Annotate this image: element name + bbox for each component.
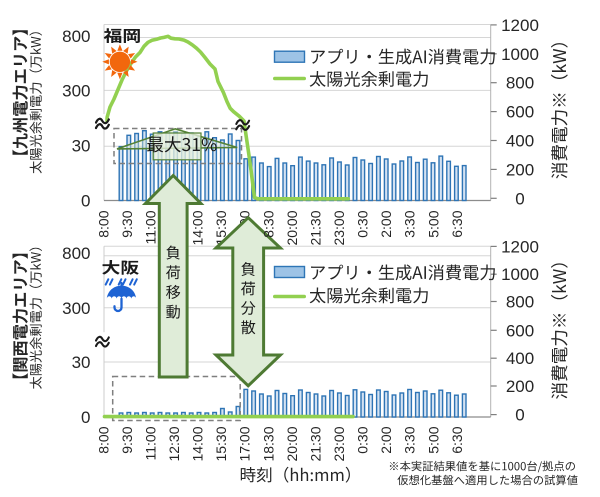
svg-text:15:30: 15:30 [213, 426, 229, 461]
svg-text:20:00: 20:00 [284, 426, 300, 461]
svg-text:12:30: 12:30 [166, 426, 182, 461]
svg-text:1000: 1000 [501, 45, 539, 64]
svg-text:300: 300 [62, 299, 90, 318]
svg-text:5:00: 5:00 [425, 426, 441, 453]
svg-text:0:30: 0:30 [355, 210, 371, 237]
svg-text:11:00: 11:00 [142, 426, 158, 460]
svg-text:5:00: 5:00 [425, 210, 441, 237]
svg-text:800: 800 [62, 244, 90, 263]
svg-text:2:00: 2:00 [378, 426, 394, 453]
svg-text:11:00: 11:00 [142, 210, 158, 244]
svg-text:9:30: 9:30 [119, 210, 135, 237]
svg-text:6:30: 6:30 [449, 426, 465, 453]
svg-text:0: 0 [81, 191, 90, 210]
svg-text:3:30: 3:30 [402, 210, 418, 237]
svg-text:1200: 1200 [501, 237, 539, 256]
svg-text:17:00: 17:00 [237, 426, 253, 461]
svg-text:8:30: 8:30 [260, 210, 276, 237]
svg-text:400: 400 [506, 349, 534, 368]
svg-text:23:00: 23:00 [331, 426, 347, 461]
svg-text:1000: 1000 [501, 265, 539, 284]
svg-text:20:00: 20:00 [284, 210, 300, 245]
svg-text:0: 0 [515, 406, 524, 425]
svg-text:21:30: 21:30 [307, 426, 323, 461]
svg-text:8:00: 8:00 [95, 210, 111, 237]
svg-text:6:30: 6:30 [449, 210, 465, 237]
svg-text:30: 30 [72, 137, 91, 156]
svg-text:14:00: 14:00 [190, 210, 206, 245]
svg-text:0:30: 0:30 [355, 426, 371, 453]
svg-text:0: 0 [81, 408, 90, 427]
svg-text:2:00: 2:00 [378, 210, 394, 237]
svg-text:600: 600 [506, 103, 534, 122]
svg-text:400: 400 [506, 132, 534, 151]
svg-text:9:30: 9:30 [119, 426, 135, 453]
svg-text:3:30: 3:30 [402, 426, 418, 453]
svg-text:800: 800 [506, 293, 534, 312]
svg-text:800: 800 [62, 27, 90, 46]
svg-text:21:30: 21:30 [307, 210, 323, 245]
svg-text:0: 0 [515, 189, 524, 208]
svg-text:600: 600 [506, 321, 534, 340]
svg-text:800: 800 [506, 74, 534, 93]
svg-text:30: 30 [72, 353, 91, 372]
svg-text:300: 300 [62, 81, 90, 100]
svg-text:200: 200 [506, 160, 534, 179]
svg-text:23:00: 23:00 [331, 210, 347, 245]
svg-text:18:30: 18:30 [260, 426, 276, 461]
svg-text:8:00: 8:00 [95, 426, 111, 453]
svg-text:200: 200 [506, 377, 534, 396]
svg-text:1200: 1200 [501, 16, 539, 35]
svg-text:14:00: 14:00 [190, 426, 206, 461]
svg-text:15:30: 15:30 [213, 210, 229, 245]
